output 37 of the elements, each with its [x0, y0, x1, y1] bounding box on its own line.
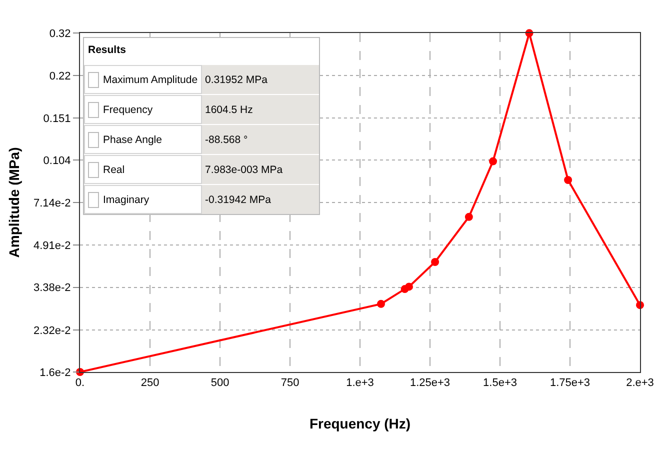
y-tick-label: 0.22 [49, 70, 71, 82]
annotation: Real [103, 164, 125, 176]
point [464, 212, 473, 221]
x-tick-label: 1.e+3 [346, 377, 374, 390]
x-tick-label: 250 [140, 377, 160, 390]
x-tick-label: 2.e+3 [626, 377, 654, 390]
annotation: Imaginary [103, 194, 150, 206]
annotation: 0.31952 MPa [202, 65, 319, 94]
annotation: 1604.5 Hz [202, 95, 319, 124]
y-tick-label: 0.151 [43, 112, 71, 125]
x-axis-title: Frequency (Hz) [309, 416, 411, 432]
y-tick-label: 0.32 [49, 28, 71, 40]
annotation: 7.983e-003 MPa [202, 155, 319, 184]
annotation: -0.31942 MPa [202, 185, 319, 214]
point [431, 258, 440, 266]
y-tick-label: 4.91e-2 [33, 240, 71, 252]
point [489, 157, 497, 166]
x-tick-label: 750 [280, 377, 300, 390]
x-tick-label: 0. [75, 377, 85, 390]
annotation: Maximum Amplitude [103, 74, 198, 86]
x-tick-label: 500 [210, 377, 230, 390]
y-axis-title: Amplitude (MPa) [6, 147, 22, 258]
annotation: -88.568 ° [202, 125, 319, 154]
point [405, 282, 413, 291]
point [564, 176, 572, 184]
annotation: Results [87, 43, 127, 58]
point [377, 300, 385, 308]
y-tick-label: 1.6e-2 [40, 366, 71, 379]
y-tick-label: 7.14e-2 [33, 198, 71, 210]
annotation: Frequency [103, 104, 153, 116]
y-tick-label: 2.32e-2 [33, 324, 71, 337]
x-tick-label: 1.5e+3 [483, 377, 517, 390]
x-tick-label: 1.25e+3 [410, 377, 450, 390]
annotation: Phase Angle [103, 134, 162, 146]
y-tick-label: 3.38e-2 [33, 282, 71, 294]
x-tick-label: 1.75e+3 [550, 377, 590, 390]
y-tick-label: 0.104 [43, 155, 71, 168]
